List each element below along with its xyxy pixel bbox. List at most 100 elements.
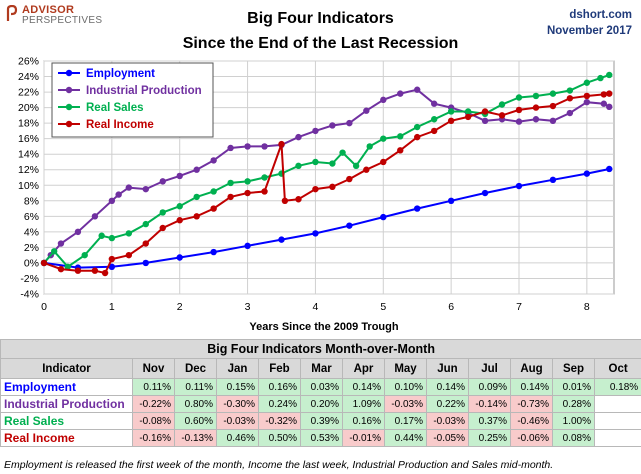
data-point-industrial-production [125,184,133,191]
data-point-real-income [414,133,421,141]
column-header: Jan [216,358,259,379]
column-header: Jun [426,358,469,379]
column-header: Indicator [0,358,133,379]
data-point-industrial-production [193,166,200,173]
y-tick-label: 10% [18,180,39,192]
table-cell: 0.22% [426,395,469,413]
legend-label-employment: Employment [86,68,155,80]
data-point-industrial-production [346,119,353,127]
data-point-real-sales [464,108,472,115]
data-point-real-income [532,104,540,111]
table-cell: 0.08% [552,429,595,447]
data-point-real-sales [98,232,105,239]
table-cell: 0.53% [300,429,343,447]
table-row: Employment 0.11% 0.11% 0.15% 0.16% 0.03% 0.14%… [0,378,641,396]
data-point-employment [380,213,387,221]
data-point-real-income [346,175,353,183]
line-chart: -4% -2% 0% 2% 4% 6% 8% 10% 12% 14% 16% 18% 20% 22% 24%… [18,56,615,333]
table-cell: 0.17% [384,412,427,430]
table-cell: 0.18% [593,378,641,396]
data-point-industrial-production [329,122,336,129]
table-cell: 0.14% [342,378,385,396]
table-cell: 0.16% [258,378,301,396]
table-cell: 0.80% [174,395,217,413]
x-tick-label: 1 [109,301,115,313]
legend-swatch-marker-real-income [65,120,73,128]
table-cell: -0.13% [174,429,217,447]
data-point-real-sales [159,209,166,216]
column-header: Sep [552,358,595,379]
data-point-industrial-production [606,103,613,111]
data-point-real-sales [366,143,373,150]
x-tick-label: 2 [177,301,183,313]
data-point-real-sales [108,234,116,242]
data-point-real-sales [329,160,336,167]
x-axis-label: Years Since the 2009 Trough [249,321,398,333]
data-point-industrial-production [600,100,608,107]
data-point-real-income [583,92,591,100]
table-cell: -0.08% [132,412,175,430]
data-point-employment [108,263,116,271]
data-point-real-sales [50,248,58,255]
data-point-real-sales [227,179,234,187]
data-point-real-income [430,127,438,135]
data-point-real-sales [515,94,523,101]
data-point-employment [549,176,557,184]
y-tick-label: 12% [18,164,39,176]
data-point-real-income [312,185,319,193]
data-point-employment [176,254,183,261]
data-point-real-income [278,140,285,148]
data-point-real-sales [312,158,319,166]
column-header: Nov [132,358,175,379]
data-point-real-sales [606,71,613,79]
data-point-real-income [101,269,109,277]
data-point-real-sales [176,203,183,210]
data-point-real-income [329,183,336,191]
data-point-real-income [397,147,404,154]
data-point-industrial-production [244,143,251,150]
data-point-industrial-production [312,127,319,135]
data-point-industrial-production [397,90,404,97]
chart-title: Big Four Indicators [247,10,394,27]
data-point-real-sales [125,230,133,237]
data-point-industrial-production [583,98,591,106]
data-point-employment [346,222,353,229]
data-point-industrial-production [414,86,421,93]
y-tick-label: 20% [18,102,39,114]
legend-swatch-marker-real-sales [65,103,73,111]
source-date: November 2017 [546,25,632,37]
table-cell: 0.03% [300,378,343,396]
data-point-real-sales [380,135,387,142]
data-point-industrial-production [142,185,149,193]
data-point-industrial-production [532,116,540,123]
data-point-real-sales [81,251,88,259]
data-point-employment [414,205,421,212]
table-cell: 0.37% [468,412,511,430]
data-point-industrial-production [159,178,166,185]
data-point-industrial-production [430,100,438,107]
advisor-perspectives-logo-icon [6,5,18,21]
table-header-row: Indicator Nov Dec Jan Feb Mar Apr May Jun Jul Aug S… [0,358,641,379]
y-tick-label: 8% [24,195,39,207]
data-point-industrial-production [108,197,116,204]
data-point-real-income [91,267,99,274]
column-header: Feb [258,358,301,379]
data-point-real-income [159,224,166,232]
table-cell: -0.22% [132,395,175,413]
data-point-real-income [57,265,65,273]
y-tick-label: 18% [18,118,39,130]
data-point-real-income [380,158,387,166]
table-cell: -0.16% [132,429,175,447]
data-point-real-sales [430,116,438,123]
y-tick-label: 14% [18,149,39,161]
data-point-real-income [227,193,234,201]
data-point-real-sales [142,220,149,228]
data-point-employment [481,189,489,197]
data-point-real-income [193,213,200,220]
table-cell: 0.39% [300,412,343,430]
table-cell: 0.44% [384,429,427,447]
footnote: Employment is released the first week of… [4,459,554,471]
x-tick-label: 8 [584,301,590,313]
column-header: Dec [174,358,217,379]
